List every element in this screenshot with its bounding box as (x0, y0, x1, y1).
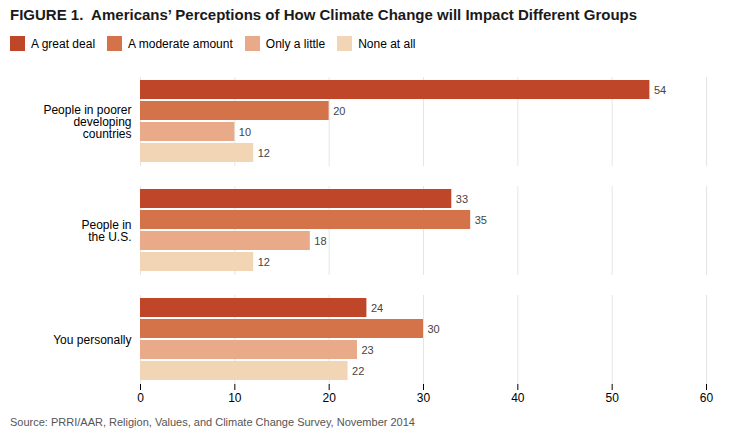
svg-text:12: 12 (258, 147, 270, 159)
svg-text:33: 33 (456, 193, 468, 205)
svg-text:10: 10 (228, 391, 242, 405)
html-text:A great deal: A great deal (31, 36, 96, 51)
svg-text:60: 60 (700, 391, 714, 405)
html-text:Source: PRRI/AAR, Religion, Va: Source: PRRI/AAR, Religion, Values, and … (10, 416, 415, 428)
html-text:FIGURE 1. Americans’ Perceptio: FIGURE 1. Americans’ Perceptions of How … (10, 6, 638, 23)
svg-text:30: 30 (417, 391, 431, 405)
svg-text:0: 0 (137, 391, 144, 405)
svg-text:24: 24 (371, 302, 383, 314)
svg-text:People in poorerdevelopingcoun: People in poorerdevelopingcountries (43, 103, 131, 141)
svg-text:You personally: You personally (53, 333, 131, 347)
svg-text:40: 40 (511, 391, 525, 405)
svg-text:18: 18 (314, 235, 326, 247)
svg-text:22: 22 (352, 365, 364, 377)
svg-text:People inthe U.S.: People inthe U.S. (81, 218, 131, 244)
html-text:None at all: None at all (358, 36, 416, 51)
svg-text:20: 20 (322, 391, 336, 405)
html-text:Only a little: Only a little (265, 36, 326, 51)
svg-text:10: 10 (239, 126, 251, 138)
svg-text:54: 54 (654, 84, 666, 96)
svg-text:20: 20 (333, 105, 345, 117)
svg-text:50: 50 (605, 391, 619, 405)
svg-text:23: 23 (361, 344, 373, 356)
svg-text:12: 12 (258, 256, 270, 268)
svg-text:35: 35 (475, 214, 487, 226)
html-text:A moderate amount: A moderate amount (128, 36, 233, 51)
svg-text:30: 30 (428, 323, 440, 335)
